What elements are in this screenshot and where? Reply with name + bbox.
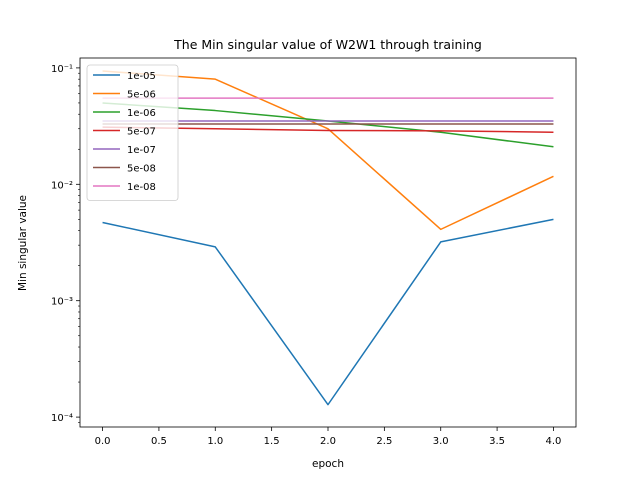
x-tick-label: 4.0 bbox=[546, 436, 562, 447]
legend-label: 1e-05 bbox=[127, 71, 156, 82]
x-tick-label: 3.5 bbox=[489, 436, 505, 447]
x-tick-label: 3.0 bbox=[433, 436, 449, 447]
x-tick-label: 0.5 bbox=[151, 436, 167, 447]
x-axis-label: epoch bbox=[312, 458, 344, 470]
legend-label: 1e-06 bbox=[127, 108, 156, 119]
x-tick-label: 2.5 bbox=[376, 436, 392, 447]
plot-area: 0.0 0.5 1.0 1.5 2.0 2.5 3.0 3.5 4.0 10⁻⁴ 10⁻³ 10⁻² 1… bbox=[51, 57, 577, 447]
legend-box bbox=[86, 64, 179, 201]
y-tick-label: 10⁻¹ bbox=[51, 64, 73, 75]
legend-label: 5e-06 bbox=[127, 90, 156, 101]
legend-label: 5e-08 bbox=[127, 164, 156, 175]
y-tick-label: 10⁻² bbox=[51, 180, 73, 191]
legend-label: 5e-07 bbox=[127, 127, 156, 138]
series-line-1e-05 bbox=[102, 218, 554, 406]
x-tick-label: 2.0 bbox=[320, 436, 336, 447]
y-axis-label: Min singular value bbox=[17, 195, 29, 291]
x-tick-label: 1.5 bbox=[264, 436, 280, 447]
chart-title: The Min singular value of W2W1 through t… bbox=[173, 37, 482, 52]
y-tick-label: 10⁻⁴ bbox=[51, 413, 73, 424]
x-tick-label: 1.0 bbox=[207, 436, 223, 447]
legend-label: 1e-07 bbox=[127, 145, 156, 156]
y-tick-label: 10⁻³ bbox=[51, 297, 73, 308]
legend-label: 1e-08 bbox=[127, 182, 156, 193]
x-tick-label: 0.0 bbox=[95, 436, 111, 447]
